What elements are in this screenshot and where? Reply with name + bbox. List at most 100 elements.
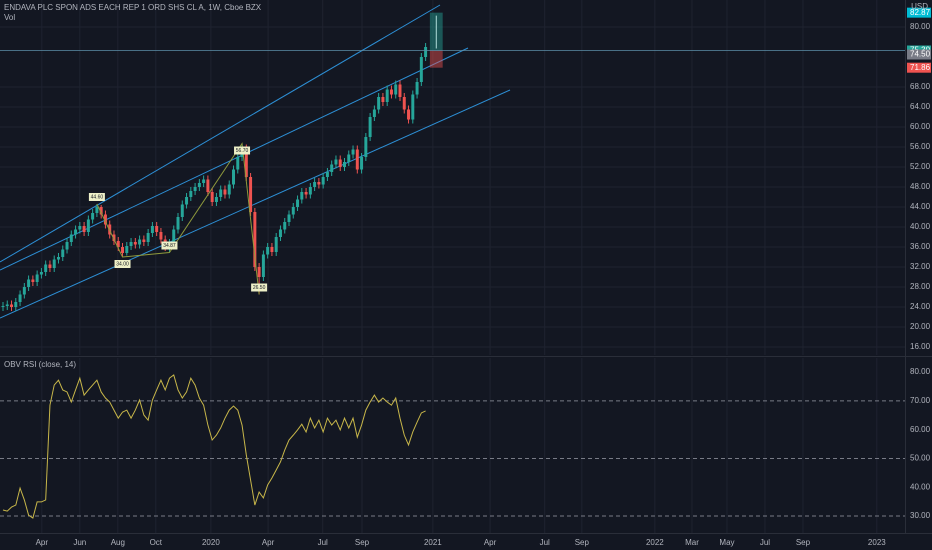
- y-tick-label: 70.00: [910, 396, 931, 405]
- candle-body: [180, 204, 184, 217]
- y-tick-label: 44.00: [910, 202, 931, 211]
- candle-body: [172, 229, 176, 243]
- price-label-box: [907, 49, 931, 60]
- price-label: 74.50: [910, 50, 931, 59]
- candle-body: [381, 97, 385, 102]
- candle-body: [52, 259, 56, 268]
- trend-line: [0, 47, 469, 271]
- y-tick-label: 24.00: [910, 302, 931, 311]
- candle-body: [266, 247, 270, 255]
- candle-body: [244, 147, 248, 177]
- candle-body: [360, 157, 364, 170]
- candle-body: [343, 162, 346, 167]
- x-tick-label: Mar: [685, 538, 699, 547]
- candle-body: [44, 264, 48, 272]
- candle-body: [82, 226, 86, 232]
- price-label-box: [907, 7, 931, 18]
- candle-body: [368, 117, 372, 137]
- candle-body: [296, 199, 300, 207]
- y-tick-label: 48.00: [910, 182, 931, 191]
- candle-body: [304, 192, 308, 195]
- candle-body: [35, 274, 39, 282]
- candle-body: [150, 226, 154, 233]
- candle-body: [227, 184, 231, 195]
- candle-body: [253, 212, 257, 267]
- y-tick-label: 20.00: [910, 322, 931, 331]
- candle-body: [39, 272, 43, 275]
- candle-body: [278, 229, 282, 237]
- candle-body: [103, 214, 107, 225]
- candle-body: [56, 257, 60, 260]
- zigzag: [96, 142, 260, 295]
- candle-body: [133, 242, 137, 245]
- candle-body: [402, 97, 406, 110]
- y-tick-label: 64.00: [910, 102, 931, 111]
- candle-body: [394, 84, 398, 95]
- x-tick-label: 2022: [646, 538, 664, 547]
- candle-body: [291, 207, 295, 215]
- x-tick-label: 2023: [868, 538, 886, 547]
- candle-body: [22, 287, 26, 295]
- candle-body: [1, 306, 5, 307]
- candle-body: [116, 241, 120, 247]
- candle-body: [219, 189, 223, 197]
- candle-body: [125, 246, 129, 253]
- candle-body: [274, 237, 278, 252]
- candle-body: [424, 47, 428, 57]
- candle-body: [351, 149, 355, 155]
- position-loss: [429, 50, 443, 68]
- candle-body: [69, 234, 73, 242]
- candle-body: [313, 182, 317, 187]
- price-label-box: [907, 62, 931, 73]
- candle-body: [18, 294, 22, 302]
- candle-body: [86, 219, 90, 232]
- chart-title: ENDAVA PLC SPON ADS EACH REP 1 ORD SHS C…: [4, 3, 262, 12]
- candle-body: [189, 191, 193, 197]
- candle-body: [138, 239, 142, 245]
- candle-body: [287, 214, 291, 222]
- candle-body: [283, 222, 287, 230]
- candle-body: [99, 207, 103, 215]
- candle-body: [308, 187, 312, 195]
- x-tick-label: Aug: [111, 538, 125, 547]
- y-tick-label: 80.00: [910, 367, 931, 376]
- x-tick-label: Jul: [540, 538, 550, 547]
- x-tick-label: May: [719, 538, 734, 547]
- candle-body: [364, 137, 368, 157]
- candle-body: [155, 226, 159, 232]
- y-tick-label: 80.00: [910, 22, 931, 31]
- candle-body: [14, 302, 18, 307]
- candle-body: [317, 182, 321, 185]
- candle-body: [214, 197, 218, 202]
- candle-body: [61, 249, 65, 257]
- currency: USD: [911, 2, 928, 11]
- candle-body: [372, 109, 376, 117]
- candle-body: [385, 89, 389, 102]
- candle-body: [270, 247, 274, 252]
- pivot-label-box: [161, 241, 178, 250]
- candle-body: [91, 213, 95, 220]
- trend-line: [0, 89, 511, 319]
- candle-body: [223, 189, 227, 195]
- candle-body: [411, 94, 415, 120]
- y-tick-label: 56.00: [910, 142, 931, 151]
- pivot-label: 34.00: [116, 261, 129, 267]
- y-tick-label: 40.00: [910, 482, 931, 491]
- y-tick-label: 28.00: [910, 282, 931, 291]
- pivot-label-box: [114, 260, 131, 268]
- x-tick-label: Jul: [318, 538, 328, 547]
- pivot-label-box: [251, 283, 268, 292]
- candle-body: [236, 157, 240, 170]
- candle-body: [78, 226, 82, 230]
- candle-body: [176, 217, 180, 230]
- indicator-title: OBV RSI (close, 14): [4, 360, 76, 369]
- price-label: 82.87: [910, 8, 931, 17]
- price-label: 71.86: [910, 63, 931, 72]
- candle-body: [146, 233, 150, 242]
- candle-body: [300, 192, 304, 200]
- candle-body: [5, 304, 9, 306]
- candle-body: [377, 97, 381, 110]
